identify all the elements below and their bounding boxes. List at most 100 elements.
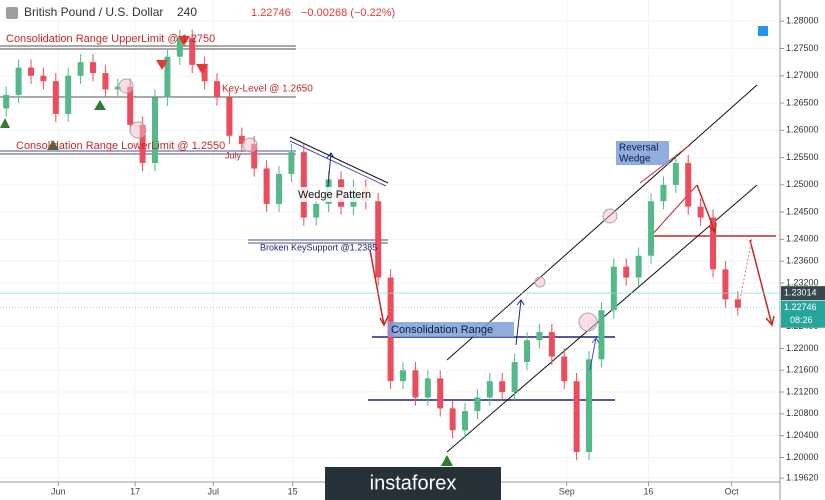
highlight	[129, 121, 147, 139]
interval: 240	[177, 5, 197, 19]
candle-body	[90, 62, 97, 74]
candle-body	[462, 411, 469, 431]
annotation: Consolidation Range LowerLimit @ 1.2550	[16, 140, 225, 152]
candle-body	[313, 203, 320, 218]
countdown: 08:26	[790, 315, 813, 325]
candle-body	[65, 75, 72, 114]
y-tick-label: 1.26000	[786, 125, 819, 135]
candle-body	[164, 56, 171, 98]
annotation: July	[225, 150, 242, 160]
annotation: Consolidation Range	[391, 324, 493, 336]
candle-body	[524, 340, 531, 363]
drawings	[0, 36, 775, 466]
y-tick-label: 1.24500	[786, 206, 819, 216]
candle-body	[635, 255, 642, 278]
trend-line	[446, 84, 758, 361]
y-tick-label: 1.21200	[786, 386, 819, 396]
y-tick-label: 1.23600	[786, 256, 819, 266]
candle-body	[375, 201, 382, 278]
candle-body	[474, 397, 481, 412]
candle-body	[437, 378, 444, 409]
candle-body	[15, 67, 22, 95]
candle-body	[660, 184, 667, 202]
candle-body	[102, 73, 109, 90]
annotations: Consolidation Range UpperLimit @ 1.2750 …	[6, 33, 669, 337]
x-tick-label: 16	[644, 486, 654, 496]
candle-body	[263, 168, 270, 204]
x-tick-label: Jun	[51, 486, 66, 496]
candle-body	[697, 206, 704, 218]
annotation: Broken KeySupport @1.2385	[260, 242, 377, 252]
grid	[0, 0, 780, 482]
last-price: 1.22746	[784, 302, 817, 312]
highlight	[118, 78, 134, 94]
candle-body	[214, 81, 221, 98]
candle-body	[449, 408, 456, 431]
down-signal	[156, 36, 208, 74]
arrow	[369, 249, 389, 327]
candle-body	[672, 163, 679, 185]
annotation: Wedge	[619, 154, 651, 165]
y-tick-label: 1.28000	[786, 16, 819, 26]
axes: 1.28000 1.27500 1.27000 1.26500 1.26000 1.255…	[51, 16, 819, 497]
candle-body	[251, 143, 258, 169]
y-tick-label: 1.26500	[786, 97, 819, 107]
y-tick-label: 1.22000	[786, 343, 819, 353]
annotation: Wedge Pattern	[298, 189, 371, 201]
candle-body	[40, 75, 47, 82]
candle-body	[176, 37, 183, 57]
x-tick-label: 15	[288, 486, 298, 496]
x-tick-label: 17	[130, 486, 140, 496]
candles	[3, 29, 741, 461]
candle-body	[238, 135, 245, 144]
candle-body	[586, 359, 593, 453]
highlight	[242, 137, 258, 153]
annotation: Consolidation Range UpperLimit @ 1.2750	[6, 33, 215, 45]
price: 1.22746	[251, 7, 291, 19]
label-bg	[295, 187, 375, 202]
arrow	[515, 299, 525, 346]
candle-body	[548, 332, 555, 357]
candle-body	[139, 124, 146, 164]
candle-body	[536, 332, 543, 341]
candle-body	[573, 381, 580, 453]
arrow	[696, 184, 717, 234]
y-tick-label: 1.27000	[786, 70, 819, 80]
candle-body	[561, 356, 568, 382]
label-bg	[616, 141, 669, 165]
candle-body	[710, 217, 717, 270]
trend-line	[289, 136, 389, 184]
y-tick-label: 1.20800	[786, 408, 819, 418]
y-tick-label: 1.25000	[786, 179, 819, 189]
x-tick-label: Oct	[725, 486, 740, 496]
candle-body	[734, 299, 741, 308]
x-tick-label: Sep	[559, 486, 575, 496]
change: −0.00268 (−0.22%)	[301, 7, 395, 19]
candle-body	[648, 201, 655, 256]
last-price-box	[781, 300, 825, 328]
candle-body	[300, 152, 307, 218]
candle-body	[114, 86, 121, 90]
x-tick-label: Jul	[208, 486, 220, 496]
candle-body	[201, 64, 208, 82]
candle-body	[486, 381, 493, 398]
candle-body	[276, 173, 283, 204]
y-tick-label: 1.20400	[786, 430, 819, 440]
marker-price: 1.23014	[784, 288, 817, 298]
marker-price-box	[781, 286, 825, 301]
y-tick-label: 1.19620	[786, 473, 819, 483]
candle-body	[77, 62, 84, 76]
candle-body	[52, 81, 59, 114]
highlight	[578, 312, 598, 332]
annotation: Reversal	[619, 143, 658, 154]
candle-body	[3, 94, 10, 109]
candle-body	[511, 362, 518, 393]
y-tick-label: 1.20000	[786, 452, 819, 462]
arrow	[589, 337, 600, 371]
price-labels: 1.23014 1.22746 08:26	[0, 286, 825, 328]
settings-icon[interactable]	[758, 26, 768, 36]
candle-body	[127, 86, 134, 125]
header: British Pound / U.S. Dollar 240 1.22746 …	[6, 5, 395, 19]
